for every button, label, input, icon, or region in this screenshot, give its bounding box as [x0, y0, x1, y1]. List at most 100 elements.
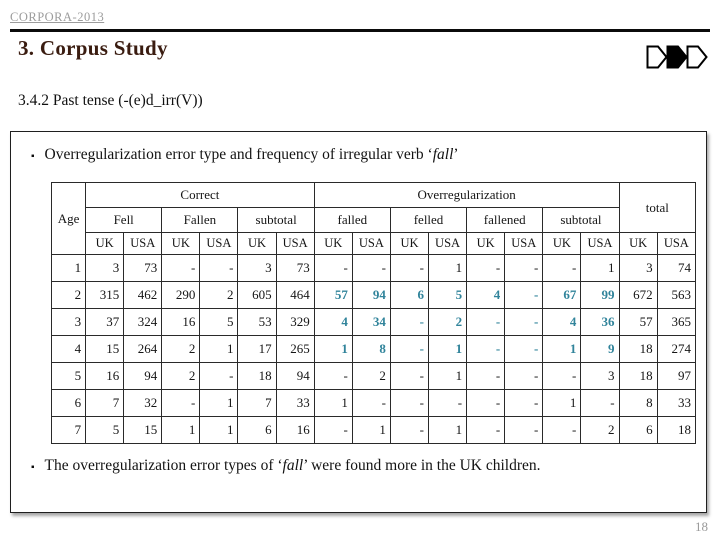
value-cell: 8	[618, 389, 658, 417]
value-cell: 265	[275, 335, 315, 363]
value-cell: 274	[656, 335, 697, 363]
value-cell: -	[504, 254, 544, 282]
value-cell: 94	[275, 362, 315, 390]
value-cell: 464	[275, 281, 315, 309]
value-cell: 1	[313, 389, 353, 417]
finding-text-end: ’ were found more in the UK children.	[303, 457, 541, 474]
value-cell: 67	[542, 281, 582, 309]
header-uk: UK	[85, 232, 125, 255]
value-cell: 57	[618, 308, 658, 336]
value-cell: -	[504, 281, 544, 309]
value-cell: 329	[275, 308, 315, 336]
value-cell: 1	[428, 416, 468, 444]
value-cell: 8	[351, 335, 391, 363]
value-cell: 605	[237, 281, 277, 309]
value-cell: -	[161, 254, 201, 282]
value-cell: -	[389, 335, 430, 363]
header-usa: USA	[351, 232, 391, 255]
age-cell: 2	[50, 281, 87, 309]
value-cell: 2	[428, 308, 468, 336]
value-cell: 672	[618, 281, 658, 309]
value-cell: 7	[237, 389, 277, 417]
value-cell: 1	[351, 416, 391, 444]
square-bullet-icon: ▪	[31, 151, 35, 162]
value-cell: 1	[542, 389, 582, 417]
value-cell: -	[580, 389, 620, 417]
value-cell: 94	[351, 281, 391, 309]
value-cell: 6	[237, 416, 277, 444]
value-cell: 2	[580, 416, 620, 444]
value-cell: 57	[313, 281, 353, 309]
value-cell: 1	[199, 389, 239, 417]
header-uk: UK	[618, 232, 658, 255]
value-cell: 1	[161, 416, 201, 444]
value-cell: 15	[85, 335, 125, 363]
finding-italic-word: fall	[282, 457, 304, 474]
page-title: 3. Corpus Study	[18, 36, 168, 60]
header-sub: Fallen	[161, 207, 239, 233]
age-cell: 4	[50, 335, 87, 363]
value-cell: 16	[161, 308, 201, 336]
value-cell: 74	[656, 254, 697, 282]
value-cell: -	[542, 362, 582, 390]
header-uk: UK	[313, 232, 353, 255]
value-cell: 1	[428, 254, 468, 282]
value-cell: 15	[123, 416, 163, 444]
header-sub: felled	[389, 207, 468, 233]
value-cell: 2	[161, 335, 201, 363]
value-cell: 3	[580, 362, 620, 390]
value-cell: 563	[656, 281, 697, 309]
header-group: Overregularization	[313, 182, 620, 208]
value-cell: 365	[656, 308, 697, 336]
header-uk: UK	[542, 232, 582, 255]
table-row: 4 15 264 2 1 17 265 1 8-1- -1 9 18 274	[50, 335, 697, 363]
bullet-text: Overregularization error type and freque…	[45, 146, 459, 164]
value-cell: -	[351, 389, 391, 417]
value-cell: -	[161, 389, 201, 417]
value-cell: -	[504, 362, 544, 390]
square-bullet-icon: ▪	[31, 462, 35, 473]
age-cell: 6	[50, 389, 87, 417]
value-cell: 1	[199, 335, 239, 363]
corpus-label: CORPORA-2013	[10, 10, 105, 24]
header-uk: UK	[466, 232, 506, 255]
value-cell: -	[313, 416, 353, 444]
value-cell: 18	[656, 416, 697, 444]
value-cell: -	[466, 362, 506, 390]
finding-text: The overregularization error types of ‘	[44, 457, 283, 474]
age-cell: 1	[50, 254, 87, 282]
value-cell: 73	[123, 254, 163, 282]
caption-text-end: ’	[453, 146, 459, 163]
value-cell: -	[466, 254, 506, 282]
header-age: Age	[50, 182, 87, 255]
value-cell: 33	[275, 389, 315, 417]
header-sub: subtotal	[237, 207, 315, 233]
value-cell: 462	[123, 281, 163, 309]
value-cell: -	[389, 389, 430, 417]
value-cell: -	[313, 362, 353, 390]
value-cell: 1	[580, 254, 620, 282]
value-cell: 315	[85, 281, 125, 309]
value-cell: 4	[466, 281, 506, 309]
header-usa: USA	[580, 232, 620, 255]
value-cell: 5	[85, 416, 125, 444]
value-cell: -	[389, 308, 430, 336]
value-cell: 6	[389, 281, 430, 309]
table-header-row: Age Correct Overregularization total	[50, 182, 697, 255]
value-cell: -	[466, 389, 506, 417]
value-cell: 3	[237, 254, 277, 282]
value-cell: -	[199, 362, 239, 390]
value-cell: -	[313, 254, 353, 282]
value-cell: 97	[656, 362, 697, 390]
table-row: 7 5 15 1 1 6 16-1-1- - -2 6 18	[50, 416, 697, 444]
value-cell: -	[504, 335, 544, 363]
value-cell: -	[466, 416, 506, 444]
value-cell: 2	[161, 362, 201, 390]
value-cell: -	[504, 389, 544, 417]
table-row: 5 16 94 2-18 94-2-1- - -3 18 97	[50, 362, 697, 390]
pentagon-filled-icon	[666, 45, 688, 69]
value-cell: 18	[237, 362, 277, 390]
value-cell: 324	[123, 308, 163, 336]
page-number: 18	[695, 519, 708, 534]
value-cell: 5	[199, 308, 239, 336]
